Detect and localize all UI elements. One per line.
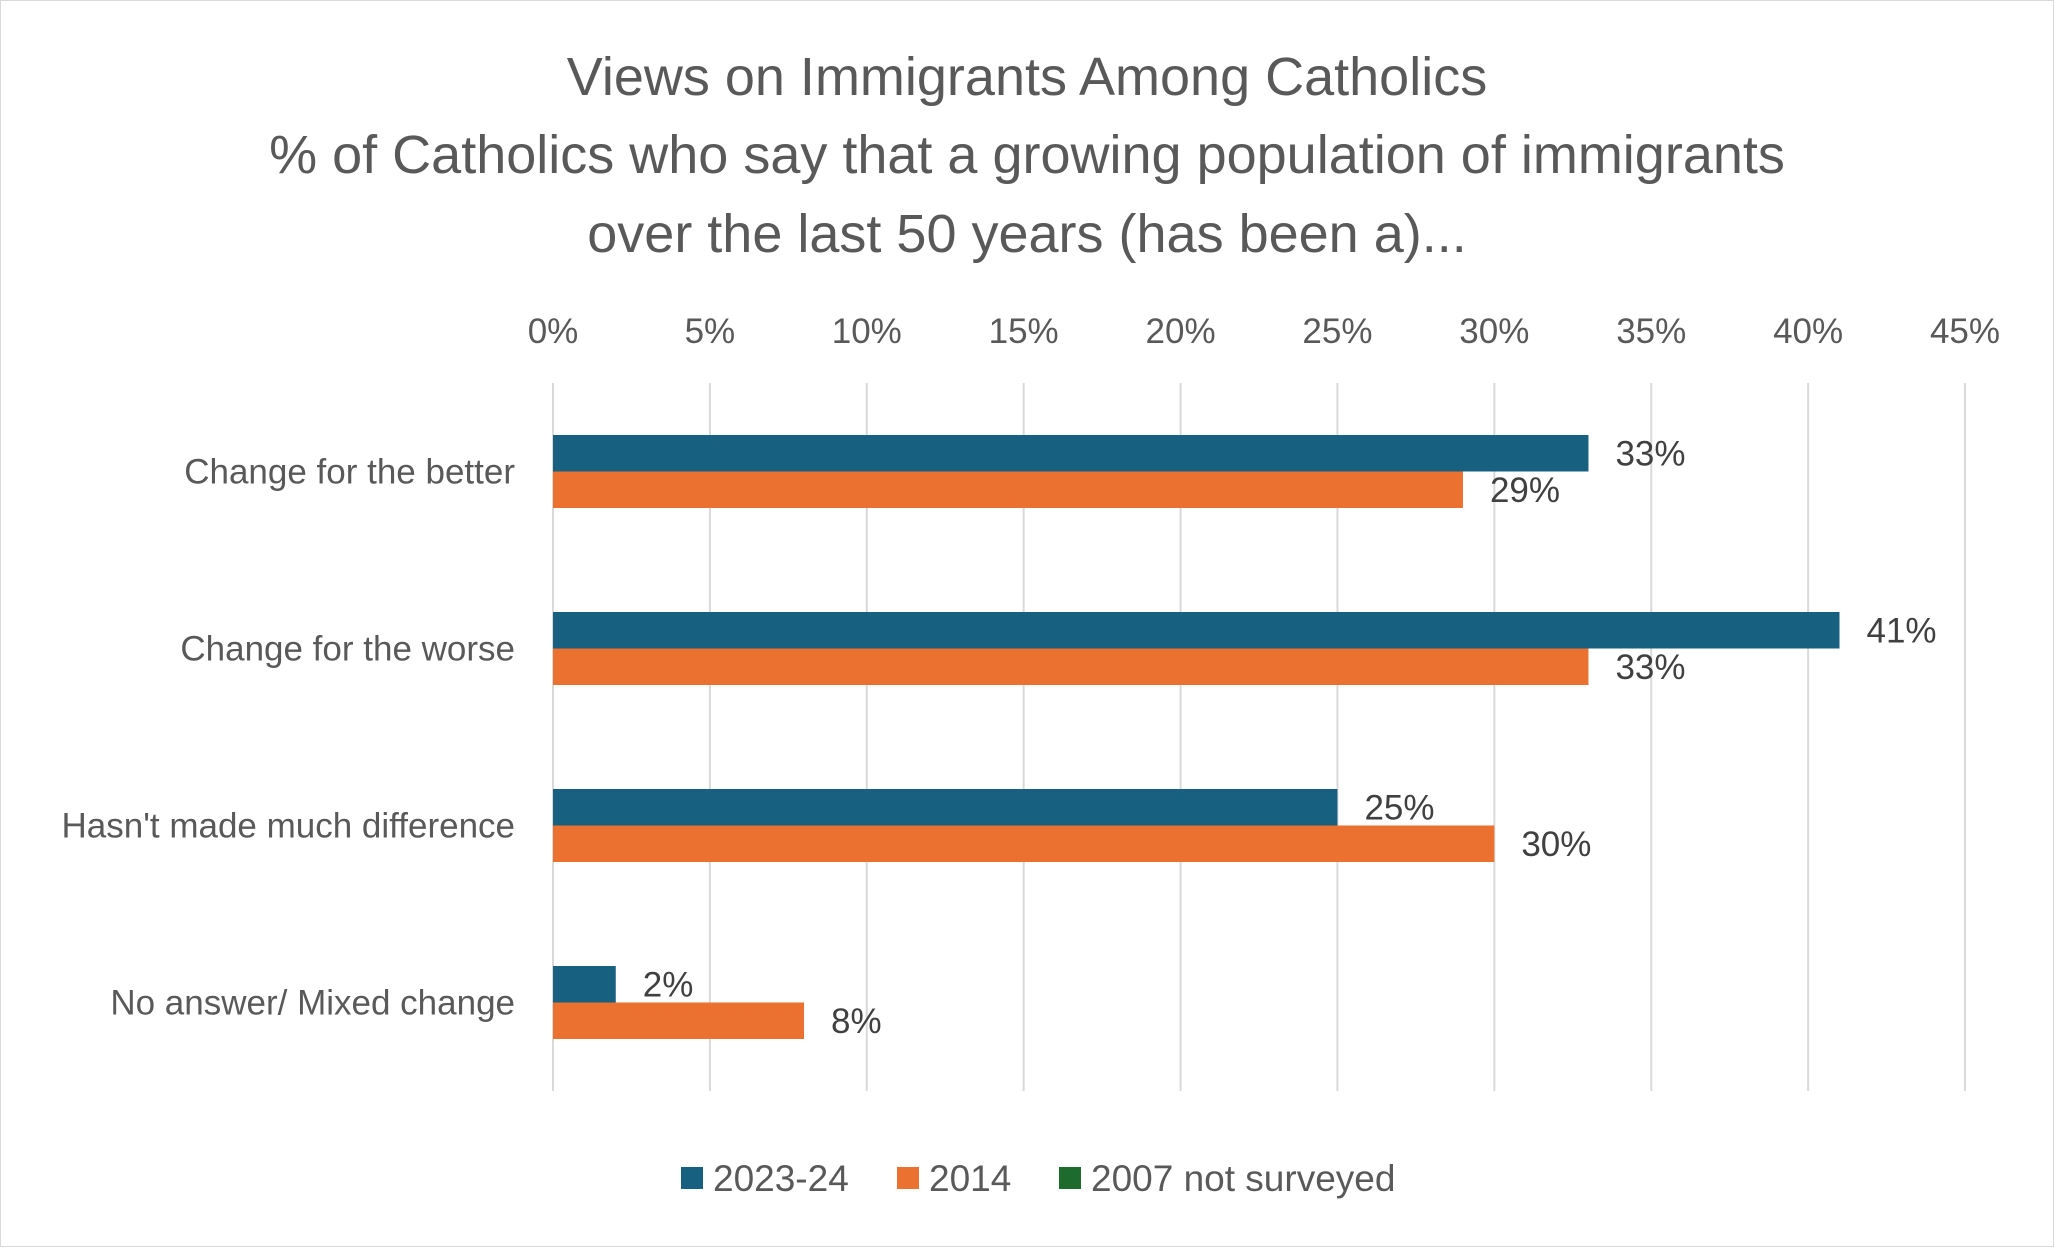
bar-2023-24: [553, 789, 1338, 826]
data-label: 33%: [1615, 648, 1685, 687]
chart-title-line-1: Views on Immigrants Among Catholics: [567, 47, 1487, 107]
data-labels: 33% 29% 41% 33% 25% 30% 2% 8%: [643, 434, 1937, 1041]
bar-2014: [553, 648, 1589, 685]
x-tick-label: 45%: [1930, 312, 2000, 351]
legend-swatch: [897, 1167, 919, 1189]
x-tick-label: 10%: [832, 312, 902, 351]
x-tick-label: 30%: [1459, 312, 1529, 351]
data-label: 29%: [1490, 471, 1560, 510]
data-label: 30%: [1521, 825, 1591, 864]
data-label: 41%: [1866, 611, 1936, 650]
category-labels: Change for the better Change for the wors…: [62, 453, 516, 1023]
legend-label: 2023-24: [713, 1158, 849, 1199]
x-tick-label: 5%: [685, 312, 736, 351]
bar-2023-24: [553, 612, 1840, 649]
bar-2014: [553, 471, 1463, 508]
chart-title: Views on Immigrants Among Catholics % of …: [269, 47, 1785, 264]
x-tick-label: 15%: [989, 312, 1059, 351]
category-label: Change for the worse: [180, 630, 515, 669]
bars: [553, 435, 1840, 1039]
bar-2014: [553, 1002, 805, 1039]
x-tick-label: 20%: [1146, 312, 1216, 351]
data-label: 2%: [643, 965, 694, 1004]
data-label: 33%: [1615, 434, 1685, 473]
legend-label: 2014: [929, 1158, 1011, 1199]
x-tick-label: 0%: [528, 312, 579, 351]
legend-swatch: [681, 1167, 703, 1189]
category-label: Hasn't made much difference: [62, 807, 516, 846]
chart-title-line-2: % of Catholics who say that a growing po…: [269, 125, 1785, 185]
data-label: 25%: [1364, 788, 1434, 827]
category-label: Change for the better: [184, 453, 515, 492]
legend-label: 2007 not surveyed: [1091, 1158, 1395, 1199]
legend-swatch: [1059, 1167, 1081, 1189]
x-tick-label: 25%: [1302, 312, 1372, 351]
chart-title-line-3: over the last 50 years (has been a)...: [587, 204, 1466, 264]
category-label: No answer/ Mixed change: [110, 984, 515, 1023]
bar-2023-24: [553, 966, 616, 1003]
bar-2014: [553, 825, 1495, 862]
data-label: 8%: [831, 1002, 882, 1041]
bar-2023-24: [553, 435, 1589, 472]
x-axis-tick-labels: 0% 5% 10% 15% 20% 25% 30% 35% 40% 45%: [528, 312, 2000, 351]
x-tick-label: 35%: [1616, 312, 1686, 351]
legend: 2023-24 2014 2007 not surveyed: [681, 1158, 1395, 1199]
x-tick-label: 40%: [1773, 312, 1843, 351]
